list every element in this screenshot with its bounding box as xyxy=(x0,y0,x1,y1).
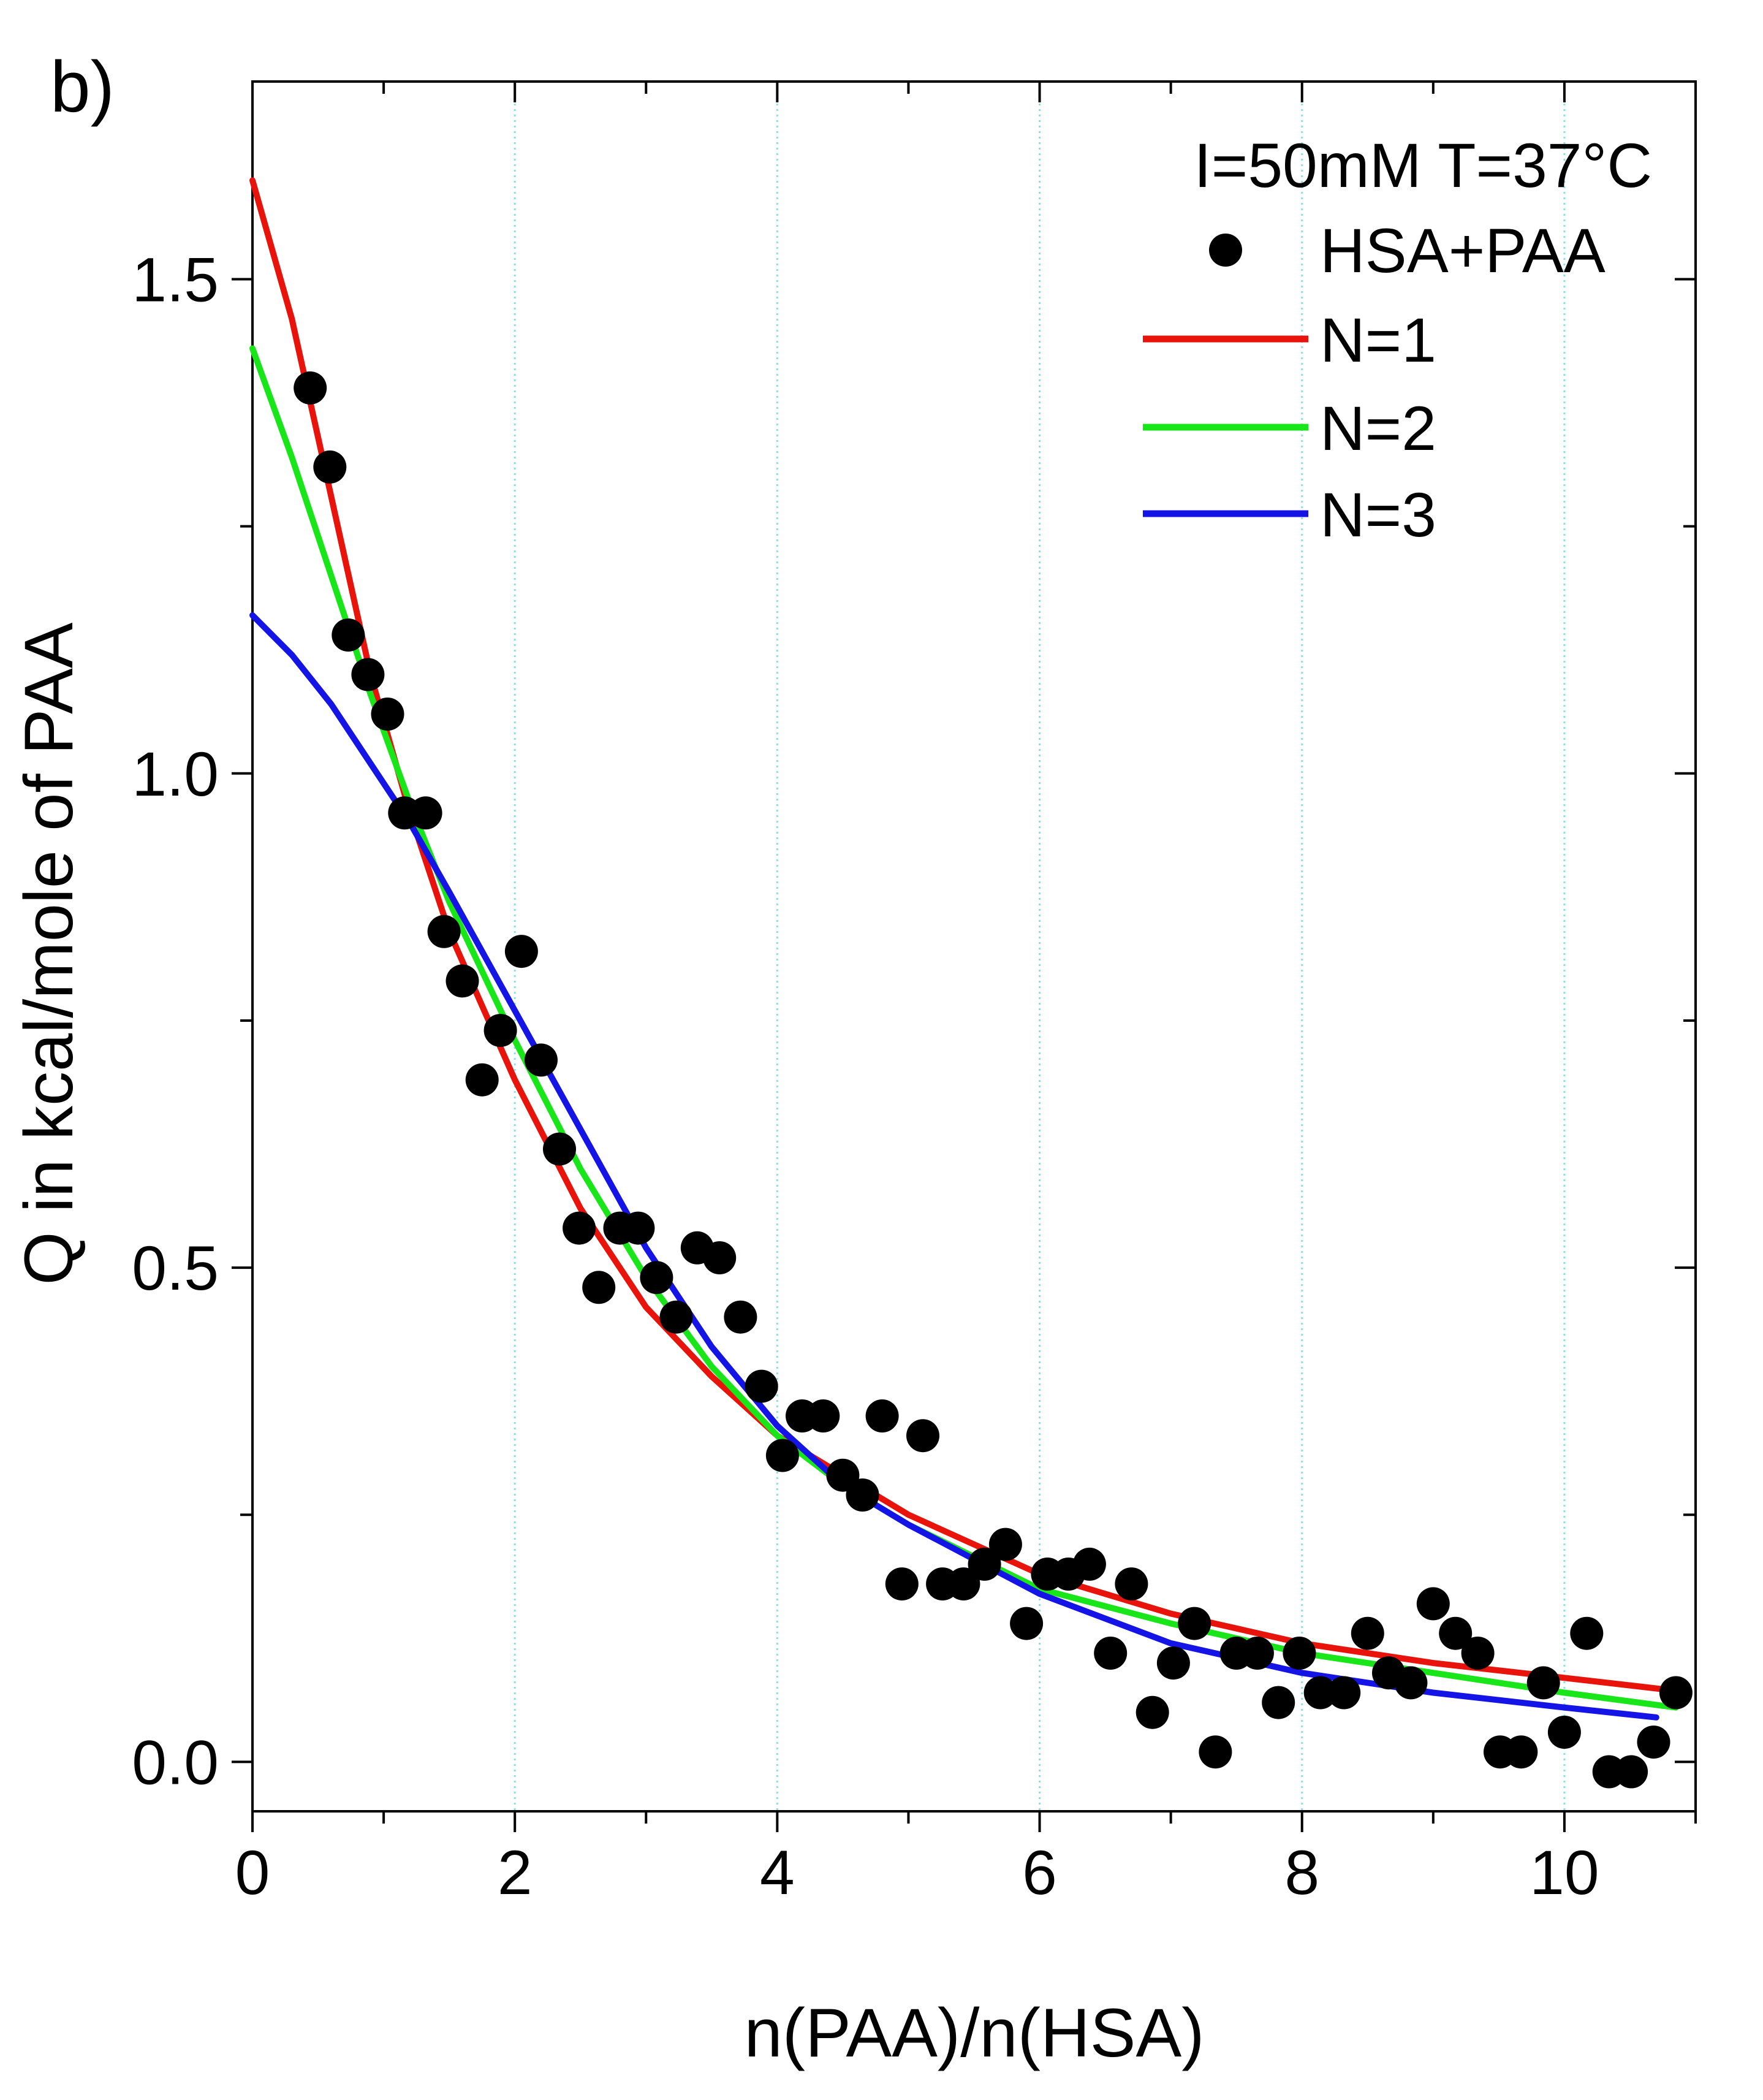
grid-lines xyxy=(514,82,1566,1811)
axis-ticks xyxy=(232,82,1697,1832)
data-point xyxy=(1439,1616,1473,1650)
data-point xyxy=(1094,1637,1128,1670)
data-point xyxy=(582,1271,616,1304)
y-tick-label: 1.5 xyxy=(132,245,219,315)
y-tick-label: 0.5 xyxy=(132,1233,219,1303)
curve-n2 xyxy=(249,345,1679,1711)
data-point xyxy=(1327,1676,1361,1710)
data-point xyxy=(483,1014,517,1048)
data-point xyxy=(724,1300,757,1334)
data-point xyxy=(1010,1607,1044,1640)
data-point xyxy=(1416,1587,1450,1621)
data-point xyxy=(313,450,347,484)
data-point xyxy=(1115,1567,1148,1601)
data-point xyxy=(294,371,327,405)
data-point xyxy=(1504,1735,1538,1769)
x-axis-label: n(PAA)/n(HSA) xyxy=(745,1995,1205,2071)
data-point xyxy=(1637,1725,1670,1759)
x-tick-label: 6 xyxy=(1022,1838,1057,1908)
fit-curves xyxy=(249,177,1679,1721)
data-point xyxy=(1156,1646,1190,1680)
data-point xyxy=(465,1063,499,1097)
data-point xyxy=(1351,1616,1384,1650)
data-point xyxy=(621,1211,655,1245)
data-point xyxy=(1199,1735,1232,1769)
tick-labels: 0 2 4 6 8 10 0.0 0.5 1.0 1.5 xyxy=(132,245,1599,1908)
legend-title: I=50mM T=37°C xyxy=(1194,131,1652,200)
data-point xyxy=(1283,1637,1316,1670)
data-point xyxy=(1072,1547,1106,1581)
data-point xyxy=(765,1439,799,1472)
data-point xyxy=(947,1567,980,1601)
data-point xyxy=(351,658,385,691)
x-tick-label: 8 xyxy=(1284,1838,1319,1908)
y-tick-label: 0.0 xyxy=(132,1727,219,1797)
plot-frame xyxy=(251,80,1697,1813)
data-points xyxy=(294,371,1693,1789)
data-point xyxy=(427,915,461,948)
legend-marker-points xyxy=(1209,234,1242,267)
data-point xyxy=(1570,1616,1604,1650)
data-point xyxy=(525,1043,558,1077)
data-point xyxy=(543,1132,576,1166)
data-point xyxy=(806,1399,840,1432)
data-point xyxy=(640,1261,673,1295)
data-point xyxy=(1615,1755,1648,1789)
data-point xyxy=(332,618,365,652)
legend: I=50mM T=37°C HSA+PAA N=1 N=2 N=3 xyxy=(1143,131,1652,550)
data-point xyxy=(1240,1637,1274,1670)
data-point xyxy=(1526,1666,1560,1700)
data-point xyxy=(745,1369,778,1403)
y-axis-label: Q in kcal/mole of PAA xyxy=(10,622,87,1285)
data-point xyxy=(1136,1695,1169,1729)
x-tick-label: 4 xyxy=(760,1838,795,1908)
panel-label: b) xyxy=(50,47,115,127)
data-point xyxy=(1659,1676,1693,1710)
data-point xyxy=(371,698,404,731)
data-point xyxy=(1178,1607,1211,1640)
legend-label-n3: N=3 xyxy=(1320,480,1436,550)
legend-label-n2: N=2 xyxy=(1320,394,1436,463)
x-tick-label: 10 xyxy=(1530,1838,1599,1908)
y-tick-label: 1.0 xyxy=(132,739,219,809)
data-point xyxy=(659,1300,693,1334)
data-point xyxy=(504,935,538,968)
data-point xyxy=(865,1399,899,1432)
data-point xyxy=(968,1547,1001,1581)
data-point xyxy=(563,1211,596,1245)
data-point xyxy=(885,1567,919,1601)
data-point xyxy=(988,1527,1022,1561)
data-point xyxy=(846,1478,879,1512)
legend-label-points: HSA+PAA xyxy=(1320,216,1606,286)
data-point xyxy=(906,1419,939,1453)
data-point xyxy=(1461,1637,1495,1670)
curve-n3 xyxy=(249,612,1659,1721)
data-point xyxy=(703,1241,737,1274)
legend-label-n1: N=1 xyxy=(1320,305,1436,375)
data-point xyxy=(445,964,479,998)
x-tick-label: 0 xyxy=(235,1838,270,1908)
data-point xyxy=(1303,1676,1337,1710)
data-point xyxy=(1262,1686,1295,1719)
data-point xyxy=(409,796,442,830)
x-tick-label: 2 xyxy=(498,1838,533,1908)
data-point xyxy=(1394,1666,1428,1700)
data-point xyxy=(1547,1716,1581,1749)
